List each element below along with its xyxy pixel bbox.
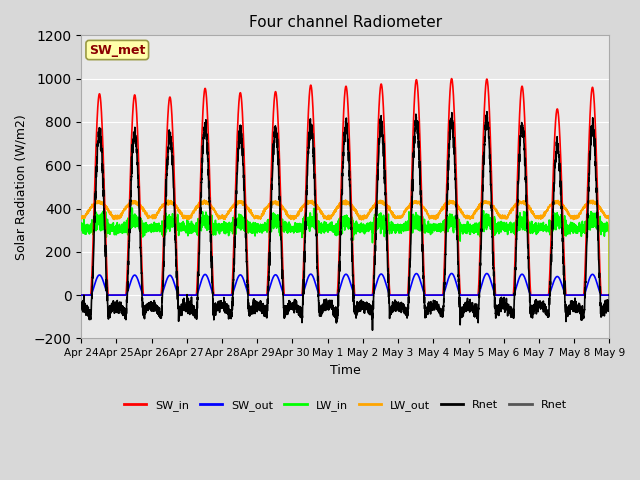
Y-axis label: Solar Radiation (W/m2): Solar Radiation (W/m2) (15, 114, 28, 260)
Title: Four channel Radiometer: Four channel Radiometer (249, 15, 442, 30)
Legend: SW_in, SW_out, LW_in, LW_out, Rnet, Rnet: SW_in, SW_out, LW_in, LW_out, Rnet, Rnet (120, 396, 571, 415)
X-axis label: Time: Time (330, 364, 360, 377)
Text: SW_met: SW_met (89, 44, 145, 57)
